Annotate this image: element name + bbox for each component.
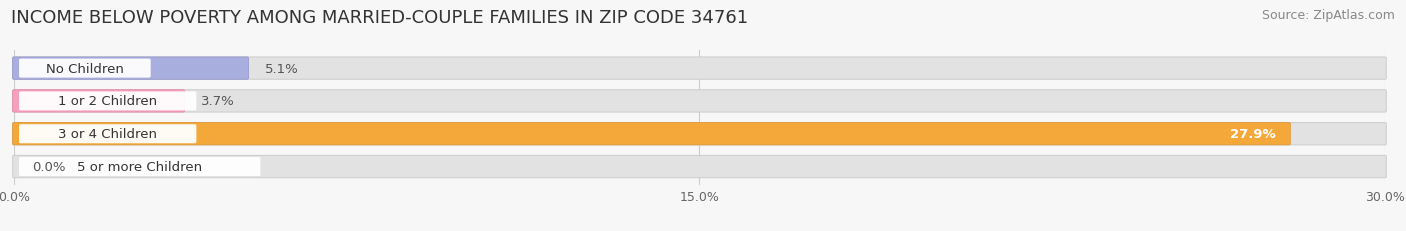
FancyBboxPatch shape (20, 125, 197, 144)
Text: 5 or more Children: 5 or more Children (77, 160, 202, 173)
Text: No Children: No Children (46, 62, 124, 75)
FancyBboxPatch shape (13, 156, 1386, 178)
Text: 5.1%: 5.1% (266, 62, 299, 75)
FancyBboxPatch shape (13, 90, 1386, 112)
FancyBboxPatch shape (20, 59, 150, 78)
Text: 1 or 2 Children: 1 or 2 Children (58, 95, 157, 108)
FancyBboxPatch shape (13, 58, 249, 80)
FancyBboxPatch shape (13, 123, 1291, 145)
FancyBboxPatch shape (13, 58, 1386, 80)
Text: 0.0%: 0.0% (32, 160, 66, 173)
FancyBboxPatch shape (20, 157, 260, 176)
Text: 27.9%: 27.9% (1230, 128, 1275, 141)
Text: INCOME BELOW POVERTY AMONG MARRIED-COUPLE FAMILIES IN ZIP CODE 34761: INCOME BELOW POVERTY AMONG MARRIED-COUPL… (11, 9, 748, 27)
Text: 3 or 4 Children: 3 or 4 Children (58, 128, 157, 141)
FancyBboxPatch shape (13, 123, 1386, 145)
FancyBboxPatch shape (13, 90, 184, 112)
Text: Source: ZipAtlas.com: Source: ZipAtlas.com (1261, 9, 1395, 22)
FancyBboxPatch shape (20, 92, 197, 111)
Text: 3.7%: 3.7% (201, 95, 235, 108)
